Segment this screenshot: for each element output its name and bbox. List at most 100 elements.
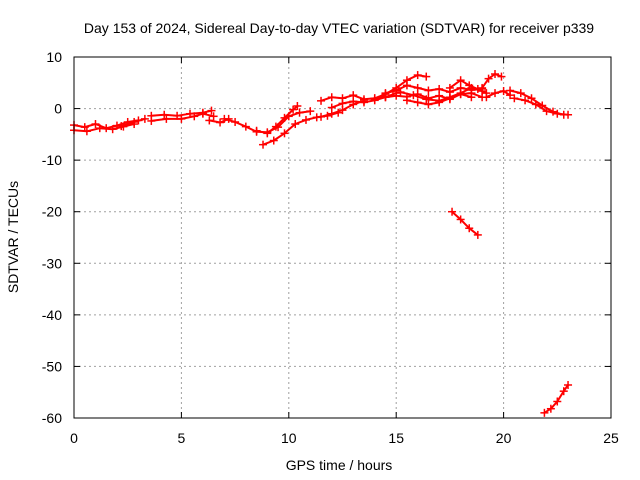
- data-point: [147, 116, 156, 125]
- y-tick-label: -40: [42, 307, 62, 323]
- data-point: [241, 122, 250, 131]
- y-tick-label: -60: [42, 410, 62, 426]
- data-point: [445, 94, 454, 103]
- series-arc-3: [117, 114, 149, 131]
- data-point: [370, 95, 379, 104]
- data-point: [216, 118, 225, 127]
- data-point: [546, 404, 555, 413]
- x-tick-label: 5: [178, 430, 186, 446]
- data-point: [293, 101, 302, 110]
- series-arc-23: [448, 207, 482, 239]
- data-point: [162, 114, 171, 123]
- data-point: [553, 397, 562, 406]
- data-point: [117, 122, 126, 131]
- data-point: [542, 107, 551, 116]
- y-tick-label: -10: [42, 152, 62, 168]
- data-point: [553, 109, 562, 118]
- data-point: [413, 83, 422, 92]
- data-point: [435, 84, 444, 93]
- series-arc-19: [478, 70, 506, 92]
- series-arc-20: [482, 87, 515, 102]
- series-line: [384, 84, 484, 95]
- data-point: [338, 106, 347, 115]
- data-point: [231, 117, 240, 126]
- data-point: [95, 124, 104, 133]
- data-point: [413, 98, 422, 107]
- data-point: [424, 100, 433, 109]
- data-point: [510, 94, 519, 103]
- data-point: [491, 70, 500, 79]
- data-point: [540, 408, 549, 417]
- data-point: [271, 122, 280, 131]
- data-point: [482, 93, 491, 102]
- axis-ticks: 0 5 10 15 20 25 10 0 -10 -20 -30 -40 -50 -60: [42, 49, 619, 446]
- series-arc-22: [510, 94, 573, 119]
- data-point: [327, 103, 336, 112]
- data-point: [413, 71, 422, 80]
- data-point: [422, 72, 431, 81]
- data-point: [516, 89, 525, 98]
- data-point: [381, 89, 390, 98]
- x-tick-label: 20: [496, 430, 512, 446]
- x-tick-label: 0: [70, 430, 78, 446]
- data-point: [521, 96, 530, 105]
- data-point: [396, 88, 405, 97]
- data-point: [473, 230, 482, 239]
- data-point: [80, 123, 89, 132]
- y-tick-label: -30: [42, 255, 62, 271]
- series-line: [481, 73, 503, 89]
- x-axis-label: GPS time / hours: [286, 457, 393, 473]
- data-point: [448, 207, 457, 216]
- x-tick-label: 10: [281, 430, 297, 446]
- data-point: [289, 105, 298, 114]
- data-point: [160, 110, 169, 119]
- y-tick-label: -50: [42, 358, 62, 374]
- data-point: [338, 99, 347, 108]
- data-point: [301, 115, 310, 124]
- data-point: [140, 114, 149, 123]
- series-arc-24: [540, 380, 573, 417]
- x-tick-label: 25: [603, 430, 619, 446]
- data-point: [506, 86, 515, 95]
- data-point: [497, 72, 506, 81]
- series-line: [485, 90, 511, 99]
- data-point: [280, 129, 289, 138]
- data-point: [359, 98, 368, 107]
- data-point: [82, 127, 91, 136]
- data-point: [527, 94, 536, 103]
- data-point: [478, 83, 487, 92]
- series-arc-5: [147, 109, 218, 125]
- series-line: [451, 210, 479, 236]
- series-arc-4: [147, 106, 216, 120]
- data-point: [317, 96, 326, 105]
- x-tick-label: 15: [388, 430, 404, 446]
- series-arc-8: [252, 101, 302, 138]
- data-point: [473, 84, 482, 93]
- data-point: [252, 126, 261, 135]
- data-point: [531, 100, 540, 109]
- y-tick-label: -20: [42, 204, 62, 220]
- data-point: [491, 89, 500, 98]
- data-point: [259, 140, 268, 149]
- data-point: [467, 89, 476, 98]
- data-point: [465, 81, 474, 90]
- data-point: [564, 380, 573, 389]
- series-line: [448, 79, 488, 95]
- data-point: [402, 81, 411, 90]
- data-point: [177, 114, 186, 123]
- data-point: [424, 86, 433, 95]
- data-point: [392, 86, 401, 95]
- y-axis-label: SDTVAR / TECUs: [5, 181, 21, 293]
- data-point: [456, 215, 465, 224]
- data-point: [91, 120, 100, 129]
- data-point: [295, 108, 304, 117]
- data-point: [205, 116, 214, 125]
- data-series: [70, 70, 573, 417]
- data-point: [280, 113, 289, 122]
- data-point: [456, 90, 465, 99]
- data-point: [209, 112, 218, 121]
- data-point: [269, 136, 278, 145]
- data-point: [409, 91, 418, 100]
- data-point: [435, 98, 444, 107]
